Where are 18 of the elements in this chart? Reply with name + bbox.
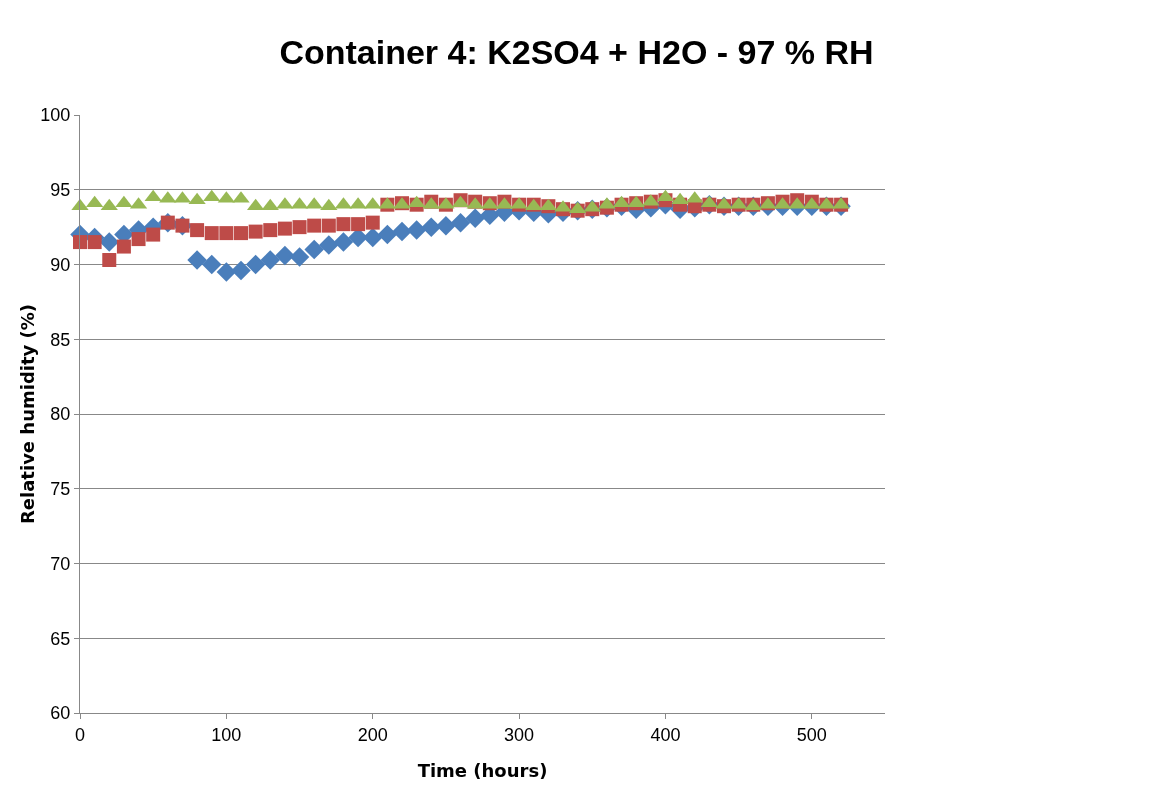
y-tick-label: 65 bbox=[50, 628, 71, 649]
y-tick-label: 95 bbox=[50, 180, 71, 201]
chart-title: Container 4: K2SO4 + H2O - 97 % RH bbox=[279, 32, 874, 71]
y-tick-label: 70 bbox=[50, 553, 71, 574]
x-axis-title: Time (hours) bbox=[417, 760, 548, 781]
x-tick-label: 400 bbox=[650, 724, 681, 745]
x-tick-label: 500 bbox=[796, 724, 827, 745]
x-tick-label: 0 bbox=[74, 724, 86, 745]
y-tick-label: 75 bbox=[50, 479, 71, 500]
x-tick-label: 300 bbox=[504, 724, 535, 745]
x-tick-label: 100 bbox=[211, 724, 242, 745]
y-tick-label: 85 bbox=[50, 329, 71, 350]
y-tick-label: 60 bbox=[50, 703, 71, 724]
y-tick-label: 100 bbox=[40, 105, 71, 126]
x-tick-label: 200 bbox=[357, 724, 388, 745]
y-tick-label: 90 bbox=[50, 254, 71, 275]
y-axis-title: Relative humidity (%) bbox=[17, 303, 38, 525]
y-tick-label: 80 bbox=[50, 404, 71, 425]
